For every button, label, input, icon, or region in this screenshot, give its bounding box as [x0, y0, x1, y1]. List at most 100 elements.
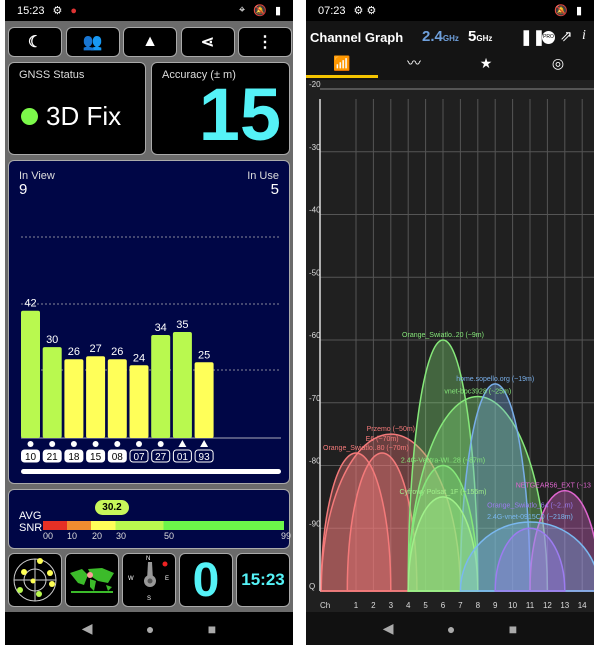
snr-value-label: 25 — [198, 349, 210, 361]
satellite-id-badge — [172, 449, 192, 463]
snr-bar — [42, 347, 62, 438]
people-flag-icon: 👥 — [82, 34, 103, 51]
snr-value-label: 27 — [89, 343, 101, 355]
more-vert-button[interactable]: ⋮ — [238, 27, 292, 57]
satellite-id-badge — [86, 449, 106, 463]
people-flag-button[interactable]: 👥 — [65, 27, 120, 57]
x-tick-label: 4 — [406, 601, 411, 610]
sky-view-tile[interactable] — [8, 553, 62, 607]
network-label: 2.4G-Vectra-WI..28 (~87m) — [401, 458, 485, 465]
pro-badge-icon[interactable]: PRO — [542, 31, 555, 44]
accuracy-card: Accuracy (± m) 15 — [151, 62, 290, 155]
satellite-id-badge — [194, 449, 214, 463]
recents-button[interactable]: ■ — [207, 620, 217, 637]
snr-tick: 00 — [43, 531, 54, 541]
compass-west: W — [128, 576, 134, 582]
gps-constellation-icon — [70, 441, 77, 447]
band-5ghz-button[interactable]: 5GHz — [468, 28, 492, 45]
satellite-id: 93 — [199, 452, 211, 463]
share-button[interactable]: ⋖ — [180, 27, 235, 57]
snr-bar-chart: 42 10 30 21 26 18 27 15 26 08 24 07 34 27 35 01 25 93 — [21, 236, 281, 474]
snr-scale-bar — [43, 521, 284, 530]
gps-constellation-icon — [27, 441, 34, 447]
network-signal-curve[interactable] — [320, 452, 392, 592]
sbas-constellation-icon — [178, 440, 187, 447]
navigation-arrow-button[interactable]: ▲ — [123, 27, 177, 57]
band-5-unit: GHz — [476, 34, 493, 43]
accuracy-label: Accuracy (± m) — [162, 69, 236, 81]
x-tick-label: 14 — [578, 601, 587, 610]
tab-bar: 📶 〰 ★ ◎ — [306, 50, 594, 78]
compass-tile[interactable]: N E S W — [122, 553, 176, 607]
tab-channel-rating[interactable]: ★ — [450, 50, 522, 78]
x-axis-label: Ch — [320, 601, 330, 610]
satellite-id: 01 — [177, 452, 189, 463]
clock-tile[interactable]: 15:23 — [236, 553, 290, 607]
moon-button[interactable]: ☾ — [8, 27, 62, 57]
gps-constellation-icon — [49, 441, 56, 447]
world-map-tile[interactable] — [65, 553, 119, 607]
snr-bar — [64, 359, 84, 438]
home-button[interactable]: ● — [145, 620, 155, 637]
more-vert-icon: ⋮ — [257, 34, 273, 51]
y-tick-label: -20 — [309, 80, 321, 89]
x-tick-label: 9 — [493, 601, 498, 610]
pause-button[interactable]: ❚❚ — [520, 29, 546, 46]
snr-bar — [194, 362, 214, 438]
gps-constellation-icon — [136, 441, 142, 447]
gps-constellation-icon — [92, 441, 99, 447]
satellites-used-tile[interactable]: 0 — [179, 553, 233, 607]
info-icon[interactable]: i — [582, 28, 586, 43]
in-use-count: 5 — [270, 181, 279, 198]
tab-channel-graph[interactable]: 📶 — [306, 50, 378, 78]
channel-graph-icon: 📶 — [333, 55, 351, 71]
x-tick-label: 10 — [508, 601, 517, 610]
network-signal-curve[interactable] — [529, 489, 594, 592]
y-tick-label: -90 — [309, 519, 321, 528]
wifi-analyzer-app: 07:23 ⚙ ⚙ 🔕 ▮ Channel Graph 2.4GHz 5GHz … — [306, 0, 594, 645]
back-button[interactable]: ◀ — [81, 620, 93, 636]
nav-bar: ◀ ● ■ — [306, 612, 594, 645]
tab-access-points[interactable]: ◎ — [522, 50, 594, 78]
network-signal-curve[interactable] — [459, 521, 594, 592]
network-label: home.sopello.org (~19m) — [456, 376, 534, 383]
satellite-id-badge — [21, 449, 40, 463]
snr-tick: 50 — [164, 531, 175, 541]
tab-time-graph[interactable]: 〰 — [378, 50, 450, 78]
network-signal-curve[interactable] — [407, 464, 479, 592]
open-external-icon[interactable]: ⇗ — [560, 28, 573, 45]
scroll-bar[interactable] — [21, 469, 281, 474]
satellite-id-badge — [151, 449, 171, 463]
in-view-count: 9 — [19, 181, 28, 198]
network-label: Orange_Swiatlo..80 (~70m) — [323, 445, 409, 452]
network-signal-curve[interactable] — [494, 527, 566, 592]
snr-value-label: 26 — [111, 346, 123, 358]
network-label: Orange_Swiatlo_64 (~2..m) — [487, 502, 573, 509]
x-tick-label: 13 — [560, 601, 569, 610]
sbas-constellation-icon — [200, 440, 209, 447]
snr-value-label: 34 — [155, 322, 167, 334]
nav-bar: ◀ ● ■ — [5, 612, 293, 645]
network-label: 2.4G-vnet-0915C0 (~218m) — [487, 514, 573, 521]
network-signal-curve[interactable] — [407, 496, 479, 592]
settings-icon: ⚙ ⚙ — [353, 5, 377, 17]
status-time: 15:23 — [17, 4, 45, 17]
satellite-id: 15 — [90, 452, 102, 463]
gps-test-app: 15:23 ⚙ ● ⌖ 🔕 ▮ ☾ 👥 ▲ ⋖ ⋮ GNSS Status 3D Fix… — [5, 0, 293, 645]
snr-tick: 10 — [67, 531, 78, 541]
y-tick-label: Q — [309, 582, 315, 591]
home-button[interactable]: ● — [446, 620, 456, 637]
battery-icon: ▮ — [274, 5, 281, 17]
back-button[interactable]: ◀ — [382, 620, 394, 636]
y-tick-label: -80 — [309, 457, 321, 466]
compass-north: N — [146, 556, 151, 562]
snr-value-label: 24 — [133, 352, 145, 364]
band-2-4ghz-button[interactable]: 2.4GHz — [422, 28, 459, 45]
network-signal-curve[interactable] — [320, 433, 462, 592]
network-signal-curve[interactable] — [346, 452, 418, 592]
recents-button[interactable]: ■ — [508, 620, 518, 637]
network-label: E6 (~70m) — [366, 436, 399, 443]
gps-constellation-icon — [157, 441, 164, 447]
y-tick-label: -70 — [309, 394, 321, 403]
network-signal-curve[interactable] — [407, 395, 549, 592]
